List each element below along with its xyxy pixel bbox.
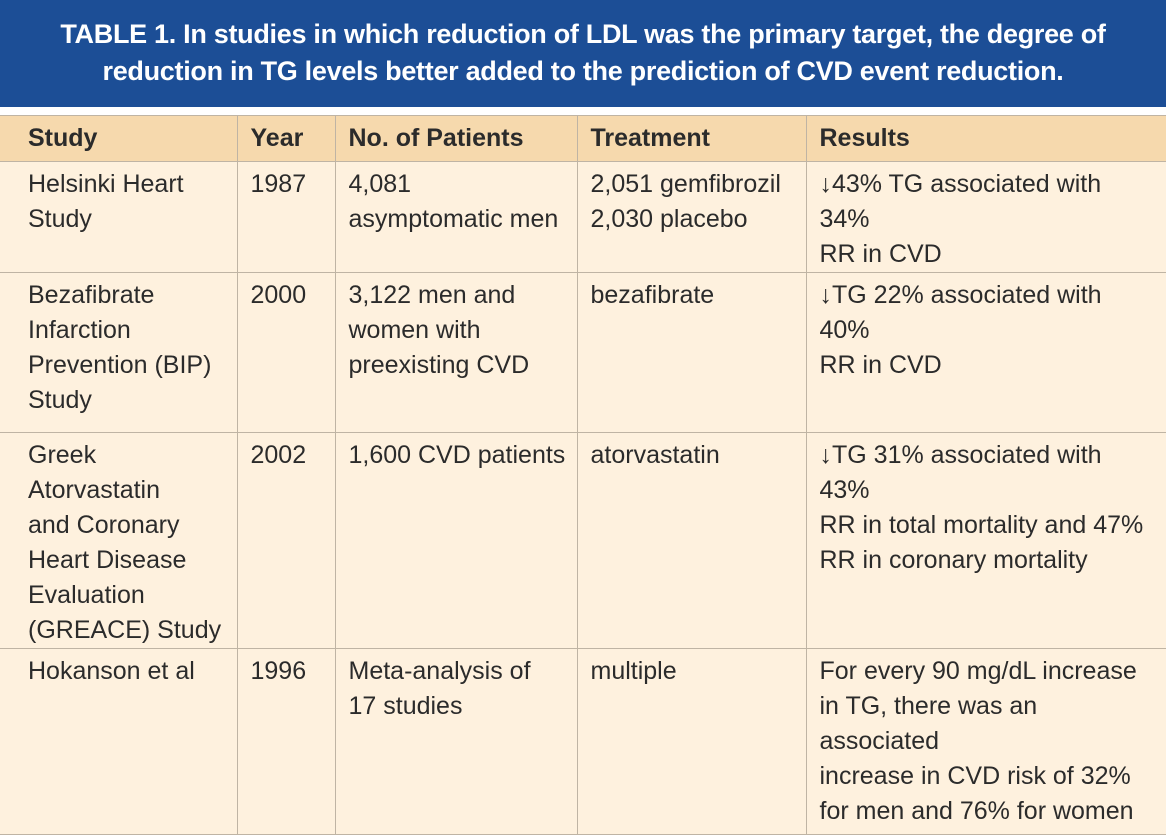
cell-line: 2,051 gemfibrozil [590, 170, 781, 198]
table-title-line-2: reduction in TG levels better added to t… [102, 56, 1064, 86]
table-title: TABLE 1. In studies in which reduction o… [0, 0, 1166, 107]
cell-study: Helsinki Heart Study [0, 161, 238, 273]
cell-results: ↓43% TG associated with 34% RR in CVD [805, 161, 1166, 273]
cell-line: Study [28, 205, 92, 233]
table-row: Greek Atorvastatin and Coronary Heart Di… [0, 432, 1166, 649]
cell-year: 1996 [236, 648, 336, 835]
cell-patients: 1,600 CVD patients [334, 432, 578, 649]
cell-treatment: 2,051 gemfibrozil 2,030 placebo [576, 161, 807, 273]
cell-line: 2,030 placebo [590, 205, 748, 233]
cell-line: bezafibrate [590, 281, 715, 309]
table-row: Hokanson et al 1996 Meta-analysis of 17 … [0, 648, 1166, 835]
cell-patients: 3,122 men and women with preexisting CVD [334, 272, 578, 433]
cell-year: 2000 [236, 272, 336, 433]
cell-line: ↓43% TG associated with 34% [819, 170, 1102, 233]
header-study: Study [0, 115, 238, 162]
cell-line: Hokanson et al [28, 657, 195, 685]
cell-line: Study [28, 386, 92, 414]
cell-study: Hokanson et al [0, 648, 238, 835]
cell-line: Heart Disease [28, 546, 187, 574]
cell-treatment: bezafibrate [576, 272, 807, 433]
cell-line: and Coronary [28, 511, 180, 539]
cell-line: (GREACE) Study [28, 616, 222, 644]
cell-line: Meta-analysis of [348, 657, 531, 685]
table-row: Bezafibrate Infarction Prevention (BIP) … [0, 272, 1166, 433]
cell-treatment: atorvastatin [576, 432, 807, 649]
cell-line: RR in coronary mortality [819, 546, 1088, 574]
cell-line: women with [348, 316, 481, 344]
cell-study: Bezafibrate Infarction Prevention (BIP) … [0, 272, 238, 433]
cell-line: RR in CVD [819, 240, 942, 268]
header-results: Results [805, 115, 1166, 162]
studies-table: Study Year No. of Patients Treatment Res… [0, 115, 1166, 835]
cell-line: asymptomatic men [348, 205, 559, 233]
cell-patients: Meta-analysis of 17 studies [334, 648, 578, 835]
cell-line: Prevention (BIP) [28, 351, 212, 379]
table-row: Helsinki Heart Study 1987 4,081 asymptom… [0, 161, 1166, 273]
header-row: Study Year No. of Patients Treatment Res… [0, 115, 1166, 162]
cell-line: RR in total mortality and 47% [819, 511, 1144, 539]
cell-year: 2002 [236, 432, 336, 649]
table-title-line-1: TABLE 1. In studies in which reduction o… [60, 19, 1106, 49]
cell-patients: 4,081 asymptomatic men [334, 161, 578, 273]
cell-line: increase in CVD risk of 32% [819, 762, 1131, 790]
cell-line: preexisting CVD [348, 351, 530, 379]
cell-line: RR in CVD [819, 351, 942, 379]
cell-line: For every 90 mg/dL increase [819, 657, 1137, 685]
cell-line: ↓TG 31% associated with 43% [819, 441, 1102, 504]
cell-line: 4,081 [348, 170, 412, 198]
cell-results: ↓TG 31% associated with 43% RR in total … [805, 432, 1166, 649]
cell-line: ↓TG 22% associated with 40% [819, 281, 1102, 344]
cell-treatment: multiple [576, 648, 807, 835]
cell-line: for men and 76% for women [819, 797, 1134, 825]
cell-line: Helsinki Heart [28, 170, 184, 198]
cell-line: 17 studies [348, 692, 463, 720]
header-year: Year [236, 115, 336, 162]
cell-year: 1987 [236, 161, 336, 273]
cell-line: Greek Atorvastatin [28, 441, 161, 504]
header-treatment: Treatment [576, 115, 807, 162]
header-patients: No. of Patients [334, 115, 578, 162]
cell-line: Evaluation [28, 581, 145, 609]
cell-results: ↓TG 22% associated with 40% RR in CVD [805, 272, 1166, 433]
cell-line: 1,600 CVD patients [348, 441, 566, 469]
cell-line: Bezafibrate [28, 281, 155, 309]
title-divider [0, 107, 1166, 115]
cell-line: atorvastatin [590, 441, 720, 469]
cell-study: Greek Atorvastatin and Coronary Heart Di… [0, 432, 238, 649]
cell-line: 3,122 men and [348, 281, 516, 309]
cell-results: For every 90 mg/dL increase in TG, there… [805, 648, 1166, 835]
cell-line: in TG, there was an associated [819, 692, 1038, 755]
cell-line: Infarction [28, 316, 131, 344]
cell-line: multiple [590, 657, 677, 685]
